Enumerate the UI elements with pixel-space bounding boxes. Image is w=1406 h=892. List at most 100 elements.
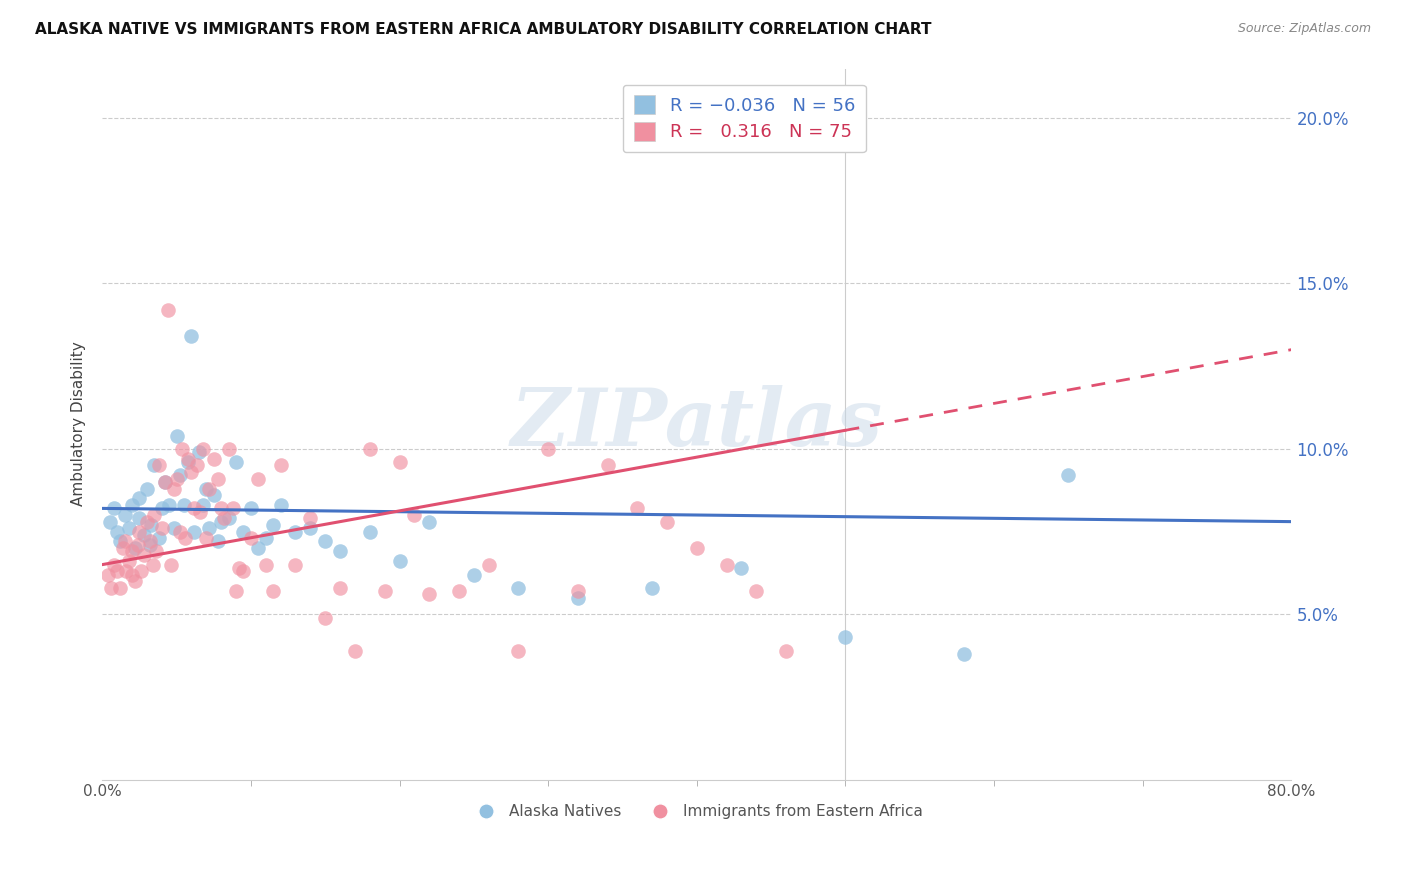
Point [567, 584, 589, 599]
Point [128, 524, 150, 539]
Point [262, 517, 284, 532]
Point [132, 548, 155, 562]
Point [103, 501, 125, 516]
Point [299, 511, 322, 525]
Point [232, 564, 254, 578]
Point [270, 458, 292, 473]
Point [686, 541, 709, 555]
Point [103, 558, 125, 572]
Point [150, 521, 173, 535]
Point [142, 558, 165, 572]
Y-axis label: Ambulatory Disability: Ambulatory Disability [72, 342, 86, 507]
Point [225, 584, 247, 599]
Point [129, 564, 152, 578]
Point [188, 505, 211, 519]
Point [418, 587, 440, 601]
Point [314, 534, 336, 549]
Point [141, 517, 163, 532]
Point [180, 465, 202, 479]
Point [100, 581, 122, 595]
Point [121, 544, 143, 558]
Point [148, 458, 170, 473]
Point [314, 610, 336, 624]
Point [299, 521, 322, 535]
Point [114, 508, 136, 522]
Point [145, 544, 167, 558]
Point [655, 515, 678, 529]
Point [180, 329, 202, 343]
Point [207, 472, 229, 486]
Point [508, 643, 530, 657]
Point [343, 643, 366, 657]
Point [247, 541, 270, 555]
Point [118, 554, 141, 568]
Point [329, 544, 352, 558]
Text: ALASKA NATIVE VS IMMIGRANTS FROM EASTERN AFRICA AMBULATORY DISABILITY CORRELATIO: ALASKA NATIVE VS IMMIGRANTS FROM EASTERN… [35, 22, 932, 37]
Point [118, 521, 141, 535]
Point [114, 534, 136, 549]
Point [143, 508, 166, 522]
Point [374, 584, 396, 599]
Point [183, 501, 205, 516]
Point [329, 581, 352, 595]
Point [135, 482, 157, 496]
Point [218, 442, 240, 456]
Point [239, 531, 262, 545]
Point [202, 488, 225, 502]
Point [128, 491, 150, 506]
Point [567, 591, 589, 605]
Point [225, 455, 247, 469]
Point [537, 442, 560, 456]
Point [247, 472, 270, 486]
Text: Source: ZipAtlas.com: Source: ZipAtlas.com [1237, 22, 1371, 36]
Point [169, 524, 191, 539]
Point [228, 561, 250, 575]
Point [193, 498, 215, 512]
Point [775, 643, 797, 657]
Point [153, 475, 176, 489]
Point [447, 584, 470, 599]
Point [177, 451, 200, 466]
Point [108, 534, 131, 549]
Point [173, 498, 195, 512]
Point [159, 558, 181, 572]
Point [207, 534, 229, 549]
Point [177, 455, 200, 469]
Point [745, 584, 768, 599]
Point [132, 528, 155, 542]
Point [127, 538, 149, 552]
Point [139, 534, 162, 549]
Point [232, 524, 254, 539]
Point [157, 498, 180, 512]
Point [388, 455, 411, 469]
Point [222, 501, 245, 516]
Point [105, 524, 128, 539]
Point [174, 531, 197, 545]
Point [202, 451, 225, 466]
Point [121, 567, 143, 582]
Point [218, 511, 240, 525]
Point [716, 558, 738, 572]
Point [418, 515, 440, 529]
Point [166, 428, 188, 442]
Point [209, 501, 232, 516]
Point [508, 581, 530, 595]
Point [596, 458, 619, 473]
Point [115, 564, 138, 578]
Point [641, 581, 664, 595]
Point [388, 554, 411, 568]
Point [463, 567, 485, 582]
Point [1057, 468, 1080, 483]
Point [139, 538, 162, 552]
Point [254, 531, 277, 545]
Point [834, 631, 856, 645]
Point [404, 508, 426, 522]
Point [156, 302, 179, 317]
Point [162, 521, 184, 535]
Point [198, 482, 221, 496]
Point [166, 472, 188, 486]
Point [98, 515, 121, 529]
Point [128, 511, 150, 525]
Point [124, 541, 146, 555]
Point [172, 442, 194, 456]
